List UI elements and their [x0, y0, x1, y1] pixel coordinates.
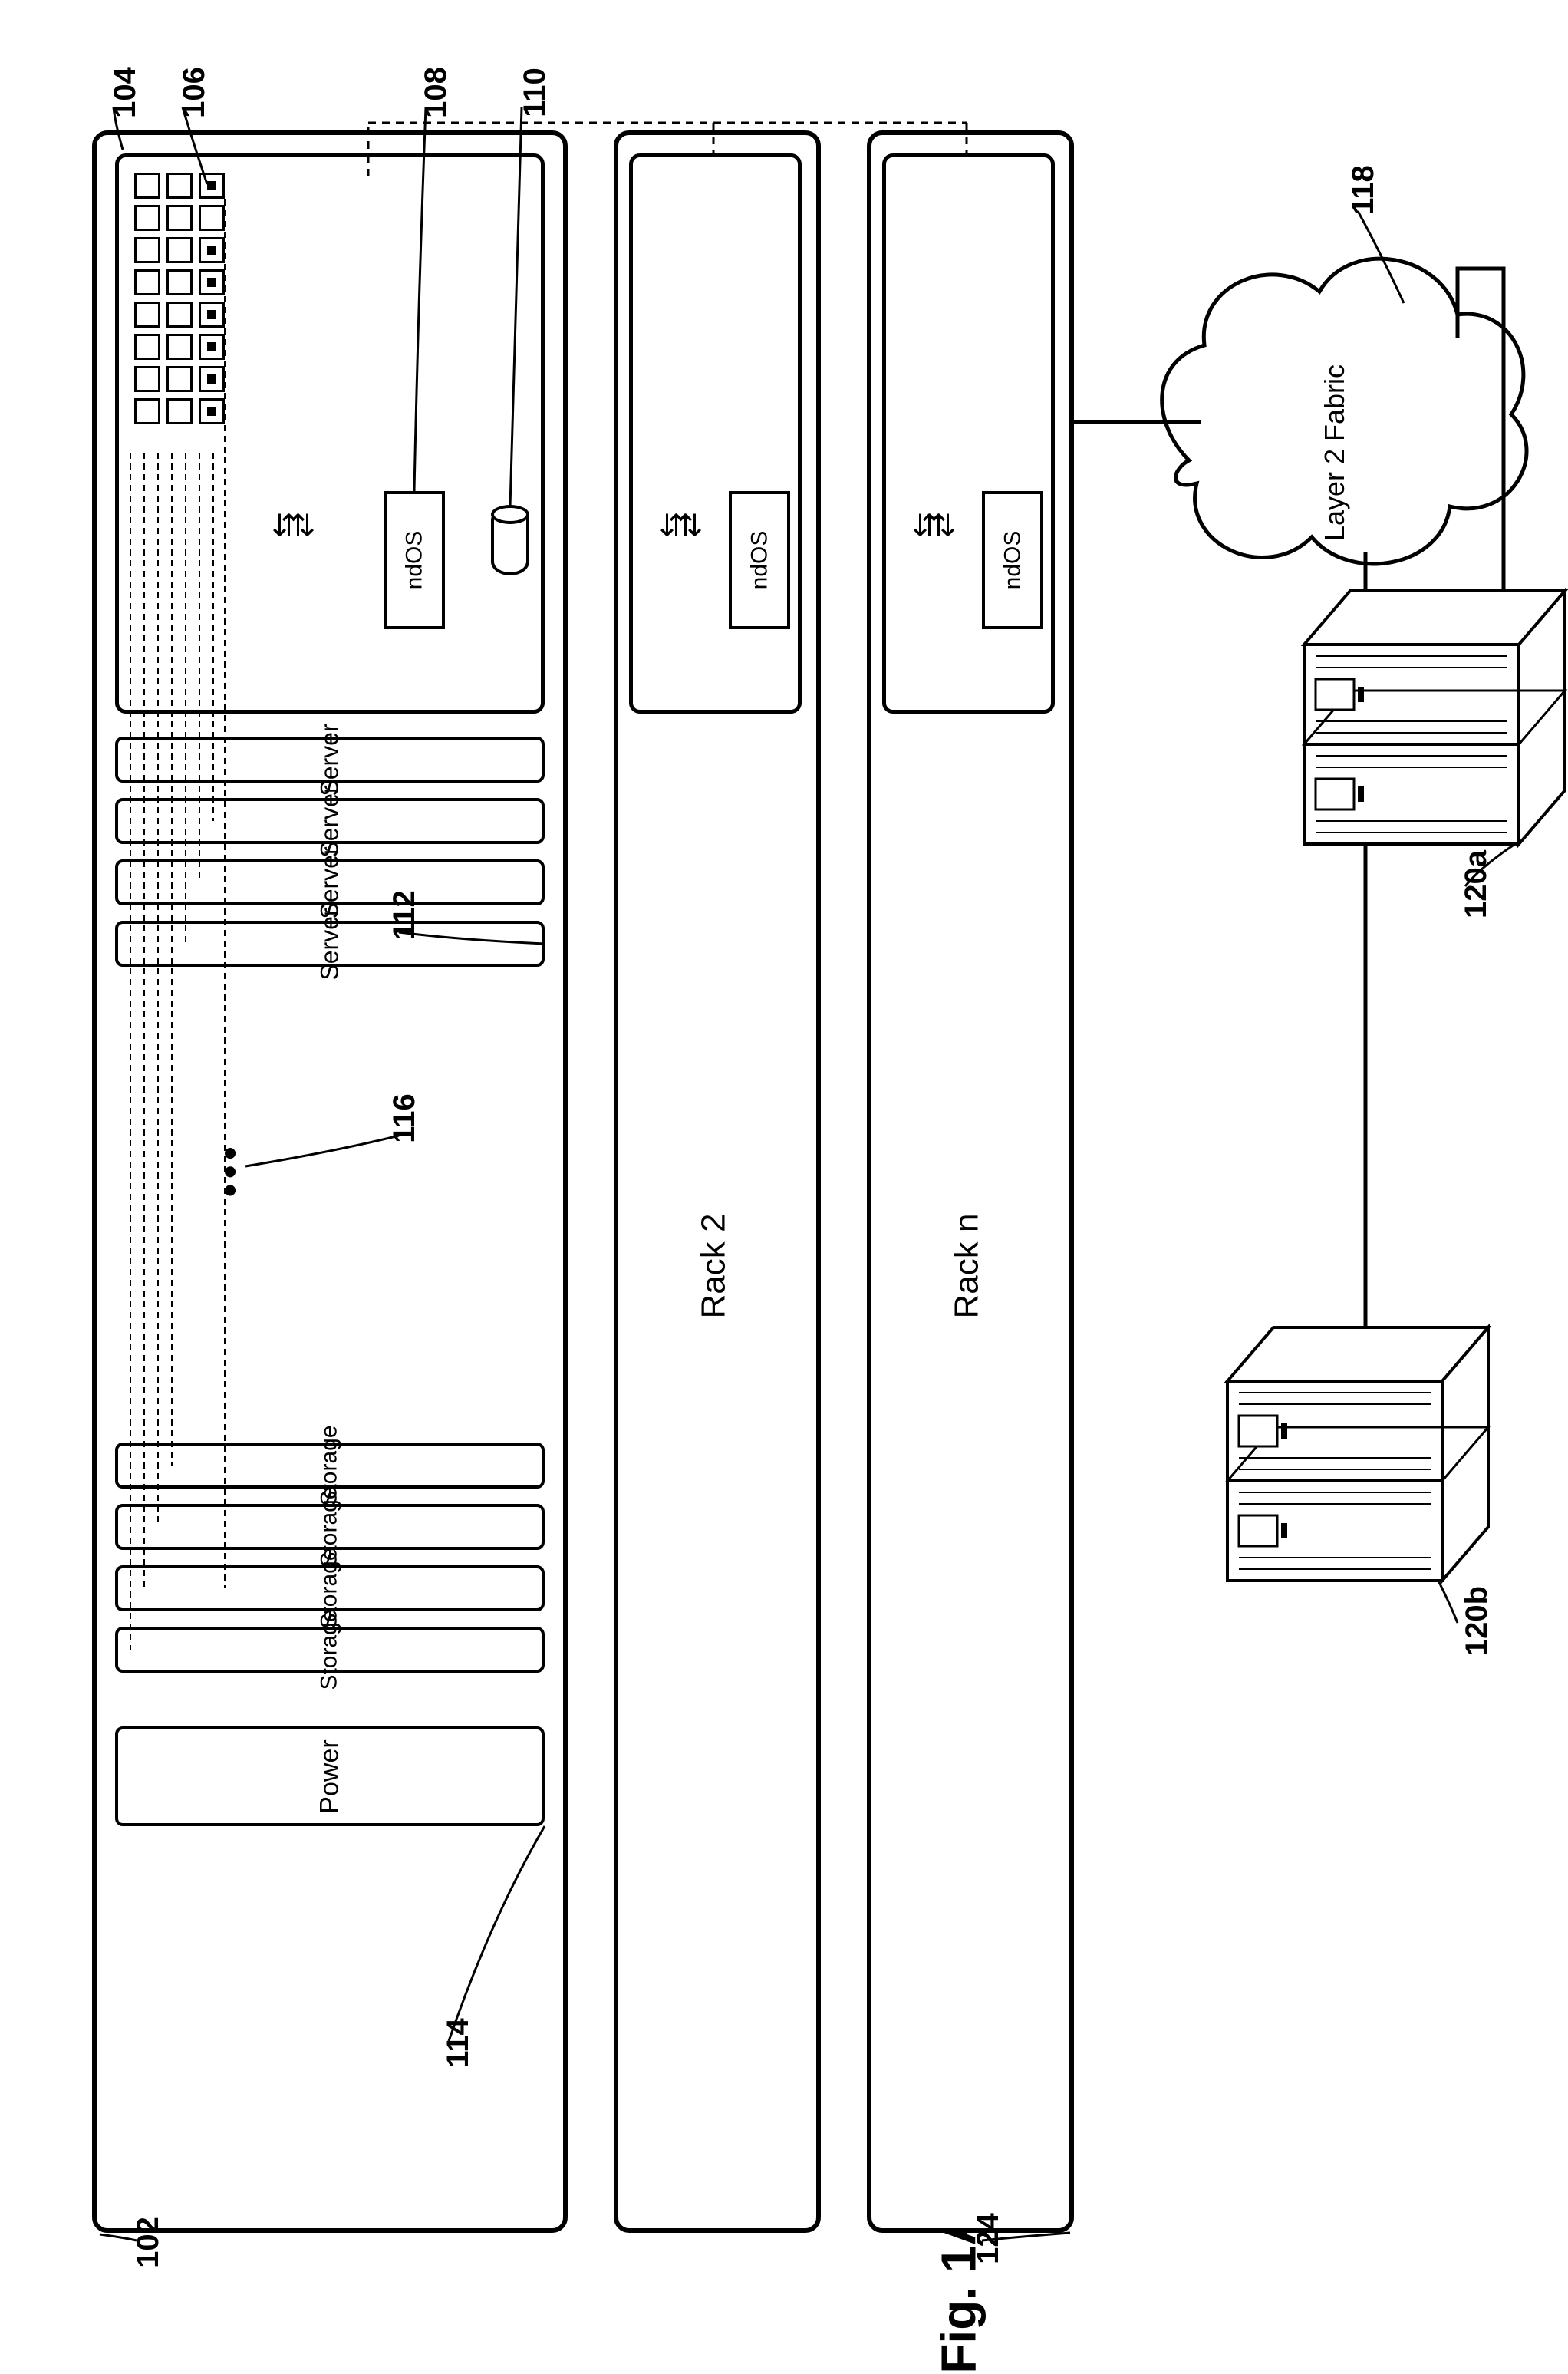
ref-112: 112	[380, 898, 430, 932]
ref-114: 114	[433, 2026, 483, 2060]
ref-118: 118	[1339, 173, 1388, 207]
ref-116: 116	[380, 1101, 430, 1136]
ref-124: 124	[963, 2221, 1014, 2256]
ref-102: 102	[123, 2225, 174, 2260]
ref-108: 108	[410, 75, 462, 110]
fabric-label: Layer 2 Fabric	[1304, 353, 1365, 552]
fabric-label-text: Layer 2 Fabric	[1319, 364, 1351, 541]
ref-104: 104	[100, 75, 151, 110]
ref-120b: 120b	[1442, 1604, 1512, 1638]
ref-110: 110	[510, 75, 560, 110]
server-120a	[1304, 591, 1565, 844]
ref-120a: 120a	[1442, 867, 1510, 902]
server-120b	[1227, 1327, 1488, 1581]
ref-106: 106	[169, 75, 220, 110]
